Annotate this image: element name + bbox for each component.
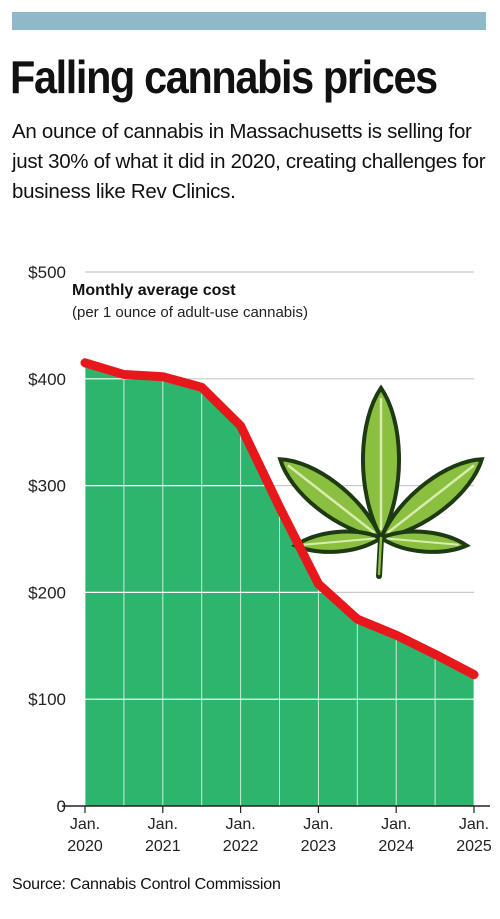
x-tick-label-year: 2023 (301, 838, 337, 855)
x-tick-label-month: Jan. (70, 816, 100, 833)
x-tick-label-month: Jan. (459, 816, 489, 833)
chart-subtitle: (per 1 ounce of adult-use cannabis) (72, 304, 308, 321)
y-tick-label: $100 (28, 690, 66, 709)
x-tick-labels: Jan. 2020 Jan. 2021 Jan. 2022 Jan. 2023 Jan. 2024… (67, 806, 492, 855)
x-tick-label-year: 2025 (456, 838, 492, 855)
x-tick-label-month: Jan. (225, 816, 255, 833)
x-tick-label-year: 2020 (67, 838, 103, 855)
y-tick-labels: $500 $400 $300 $200 $100 0 (28, 263, 66, 816)
x-tick-label-year: 2021 (145, 838, 181, 855)
price-line (80, 358, 479, 680)
y-tick-label: $200 (28, 583, 66, 602)
page-subtitle: An ounce of cannabis in Massachusetts is… (12, 120, 486, 203)
chart-title: Monthly average cost (72, 282, 236, 299)
y-tick-label: 0 (57, 797, 66, 816)
x-tick-label-year: 2022 (223, 838, 259, 855)
top-accent-bar (12, 12, 486, 30)
y-tick-label: $400 (28, 370, 66, 389)
x-tick-label-year: 2024 (378, 838, 414, 855)
x-tick-label-month: Jan. (381, 816, 411, 833)
x-tick-label-month: Jan. (303, 816, 333, 833)
y-tick-label: $300 (28, 477, 66, 496)
y-tick-label: $500 (28, 263, 66, 282)
source-note: Source: Cannabis Control Commission (12, 876, 281, 893)
page-title: Falling cannabis prices (10, 51, 438, 103)
x-tick-label-month: Jan. (148, 816, 178, 833)
